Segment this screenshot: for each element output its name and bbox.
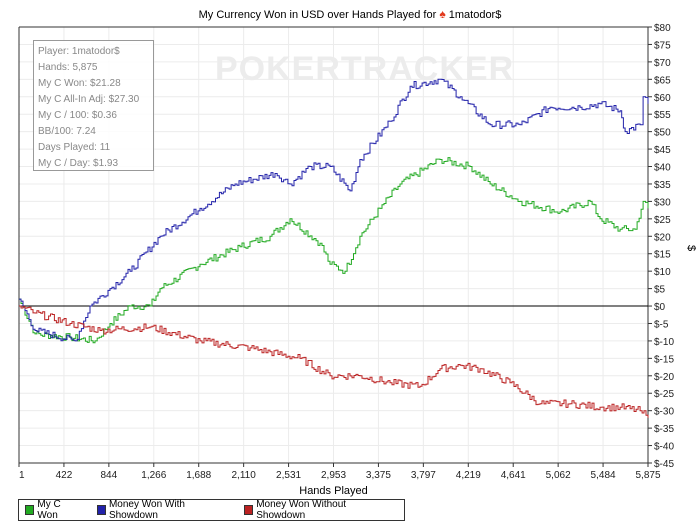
legend-item: Money Won With Showdown [96,499,228,521]
stats-box: Player: 1matodor$ Hands: 5,875 My C Won: $… [33,40,154,171]
y-tick-label: $10 [654,267,671,278]
y-tick-label: $50 [654,128,671,139]
legend-swatch [243,505,254,515]
y-tick-label: $75 [654,40,671,51]
y-tick-label: $45 [654,145,671,156]
y-tick-label: $30 [654,197,671,208]
x-tick-label: 2,531 [276,470,301,481]
x-tick-label: 5,484 [591,470,616,481]
x-tick-label: 5,062 [546,470,571,481]
y-tick-label: $40 [654,163,671,174]
legend-swatch [25,505,35,515]
stat-line: Hands: 5,875 [38,62,98,73]
chart-title: My Currency Won in USD over Hands Played… [0,7,700,21]
y-tick-label: $-15 [654,354,674,365]
stat-line: My C / 100: $0.36 [38,110,117,121]
legend-swatch [96,505,106,515]
y-tick-label: $0 [654,302,666,313]
stat-line: Days Played: 11 [38,142,111,153]
y-tick-label: $35 [654,180,671,191]
y-tick-label: $-35 [654,424,674,435]
y-tick-label: $-10 [654,337,674,348]
legend-item: My C Won [25,499,81,521]
x-tick-label: 2,110 [231,470,256,481]
y-tick-label: $55 [654,110,671,121]
x-tick-label: 4,219 [456,470,481,481]
y-tick-label: $70 [654,58,671,69]
x-tick-label: 1,266 [141,470,166,481]
x-tick-label: 3,375 [366,470,391,481]
y-tick-label: $-30 [654,407,674,418]
y-tick-label: $80 [654,23,671,34]
stat-line: My C Won: $21.28 [38,78,121,89]
y-tick-label: $20 [654,232,671,243]
series-line-my-c-won [19,157,649,344]
stat-line: My C / Day: $1.93 [38,158,119,169]
x-tick-label: 844 [101,470,118,481]
y-tick-label: $60 [654,93,671,104]
legend-label: Money Won With Showdown [108,499,185,521]
x-tick-label: 1,688 [186,470,211,481]
title-text: My Currency Won in USD over Hands Played… [198,9,437,21]
legend-item: Money Won Without Showdown [243,499,388,521]
y-tick-label: $5 [654,285,666,296]
x-tick-label: 3,797 [411,470,436,481]
legend-label: My C Won [37,499,61,521]
x-tick-label: 1 [19,470,25,481]
legend-label: Money Won Without Showdown [256,499,347,521]
y-tick-label: $15 [654,250,671,261]
x-axis-label: Hands Played [299,485,368,497]
y-axis-label: $ [685,245,697,251]
y-tick-label: $65 [654,75,671,86]
title-player: 1matodor$ [448,9,502,21]
x-tick-label: 5,875 [635,470,660,481]
y-tick-label: $-25 [654,389,674,400]
x-tick-label: 4,641 [501,470,526,481]
series-line-money-won-with-showdown [19,78,649,342]
y-tick-label: $-20 [654,372,674,383]
y-tick-label: $-5 [654,319,669,330]
y-tick-label: $25 [654,215,671,226]
series-line-money-won-without-showdown [19,305,649,418]
x-tick-label: 2,953 [321,470,346,481]
stat-line: Player: 1matodor$ [38,46,120,57]
watermark-logo: POKERTRACKER [215,50,514,88]
stat-line: BB/100: 7.24 [38,126,96,137]
y-tick-label: $-40 [654,442,674,453]
y-tick-label: $-45 [654,459,674,470]
stat-line: My C All-In Adj: $27.30 [38,94,140,105]
pokerstars-spade-icon: ♠ [439,7,446,21]
x-tick-label: 422 [56,470,73,481]
legend: My C Won Money Won With Showdown Money Won… [18,499,405,521]
